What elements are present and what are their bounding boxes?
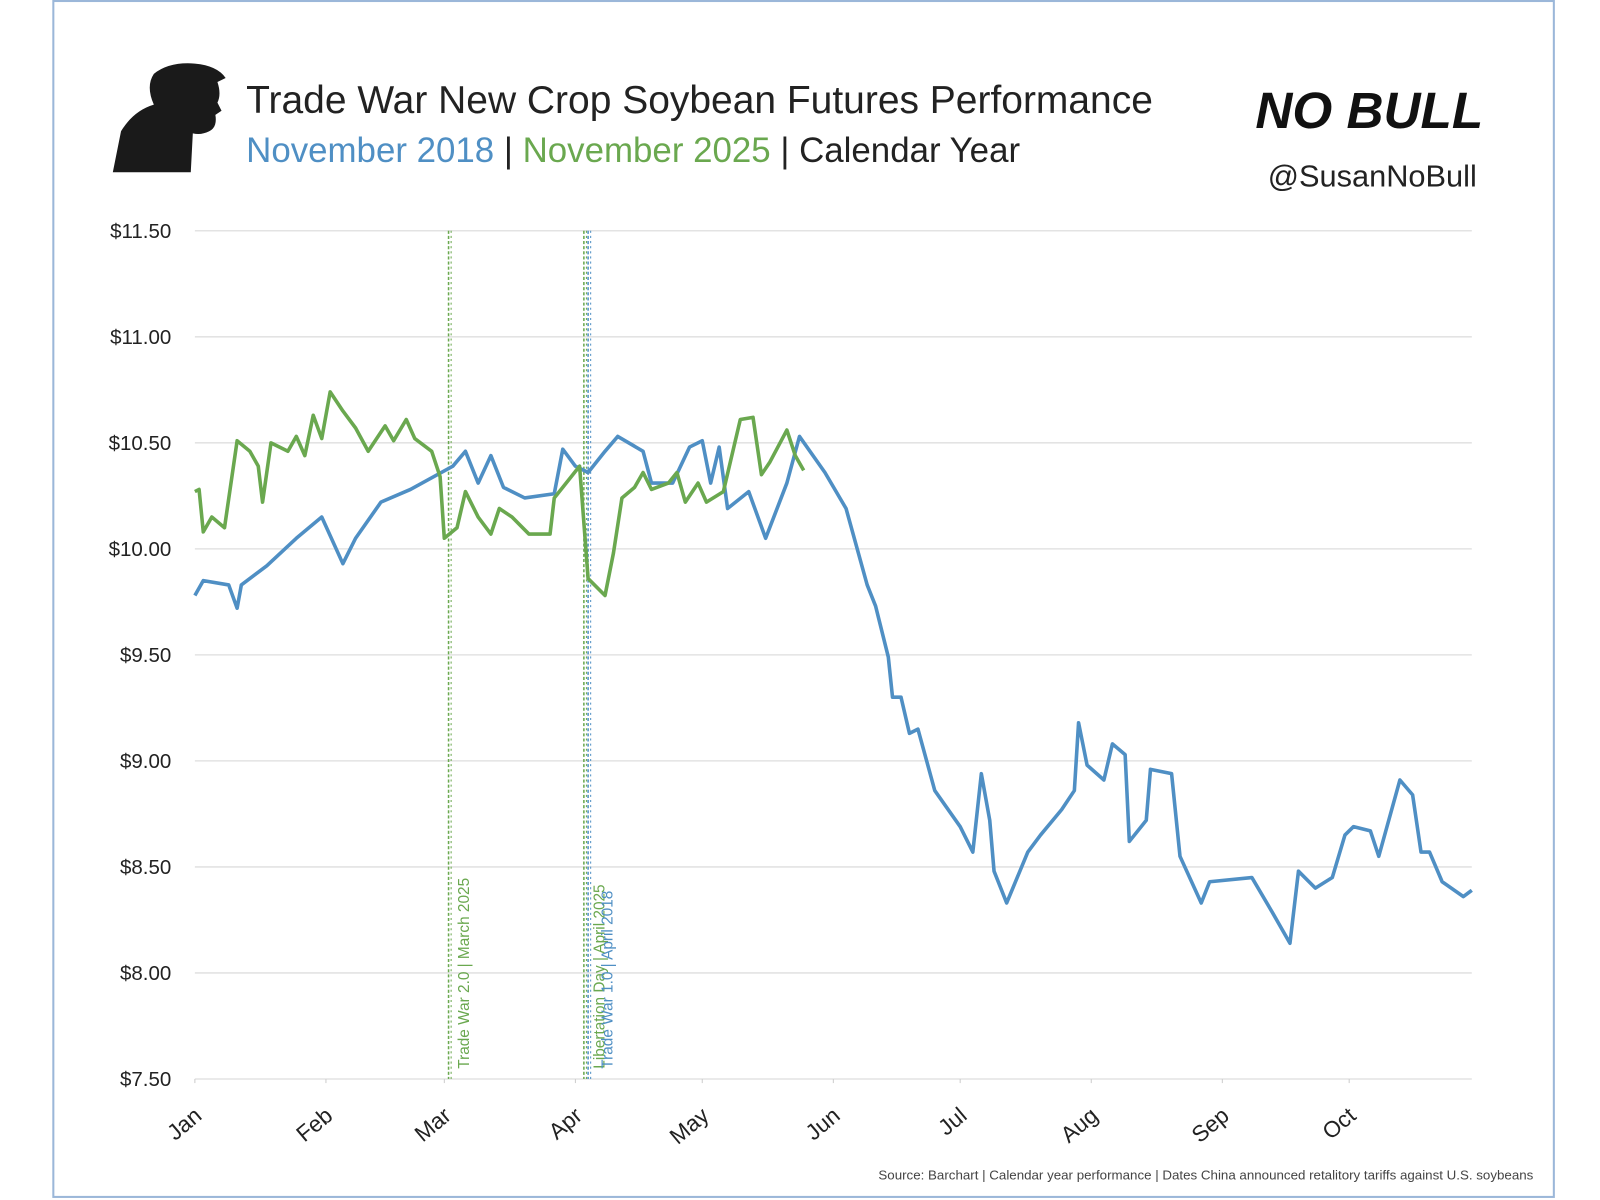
subtitle-suffix: Calendar Year xyxy=(799,131,1020,170)
series-line xyxy=(193,434,1473,946)
y-tick-label: $9.50 xyxy=(120,644,171,667)
y-tick-label: $8.00 xyxy=(120,962,171,985)
separator: | xyxy=(504,131,513,170)
y-tick-label: $8.50 xyxy=(120,856,171,879)
source-note: Source: Barchart | Calendar year perform… xyxy=(878,1167,1533,1182)
legend-entry: November 2018 xyxy=(246,131,494,170)
y-tick-label: $7.50 xyxy=(120,1068,171,1091)
y-tick-label: $11.00 xyxy=(110,326,171,349)
brand: NO BULL xyxy=(1255,82,1483,139)
y-tick-label: $9.00 xyxy=(120,750,171,773)
annotation-label: Libertation Day | April 2025 xyxy=(591,884,608,1068)
separator: | xyxy=(780,131,789,170)
y-tick-label: $10.50 xyxy=(109,432,172,455)
silhouette xyxy=(112,63,226,173)
y-tick-label: $10.00 xyxy=(109,538,172,561)
legend-entry: November 2025 xyxy=(523,131,771,170)
frame xyxy=(52,0,1555,1198)
y-tick-label: $11.50 xyxy=(110,220,171,243)
annotation-label: Trade War 1.0 | April 2018 xyxy=(600,891,617,1069)
annotation-label: Trade War 2.0 | March 2025 xyxy=(456,878,473,1069)
subtitle: November 2018 | November 2025 | Calendar… xyxy=(246,131,1020,170)
chart-title: Trade War New Crop Soybean Futures Perfo… xyxy=(246,79,1153,122)
plot-area: $7.50 $8.00 $8.50 $9.00 $9.50 $10.00 $10.50 $11… xyxy=(109,220,1473,1149)
series-line xyxy=(194,390,806,598)
handle: @SusanNoBull xyxy=(1268,159,1477,194)
